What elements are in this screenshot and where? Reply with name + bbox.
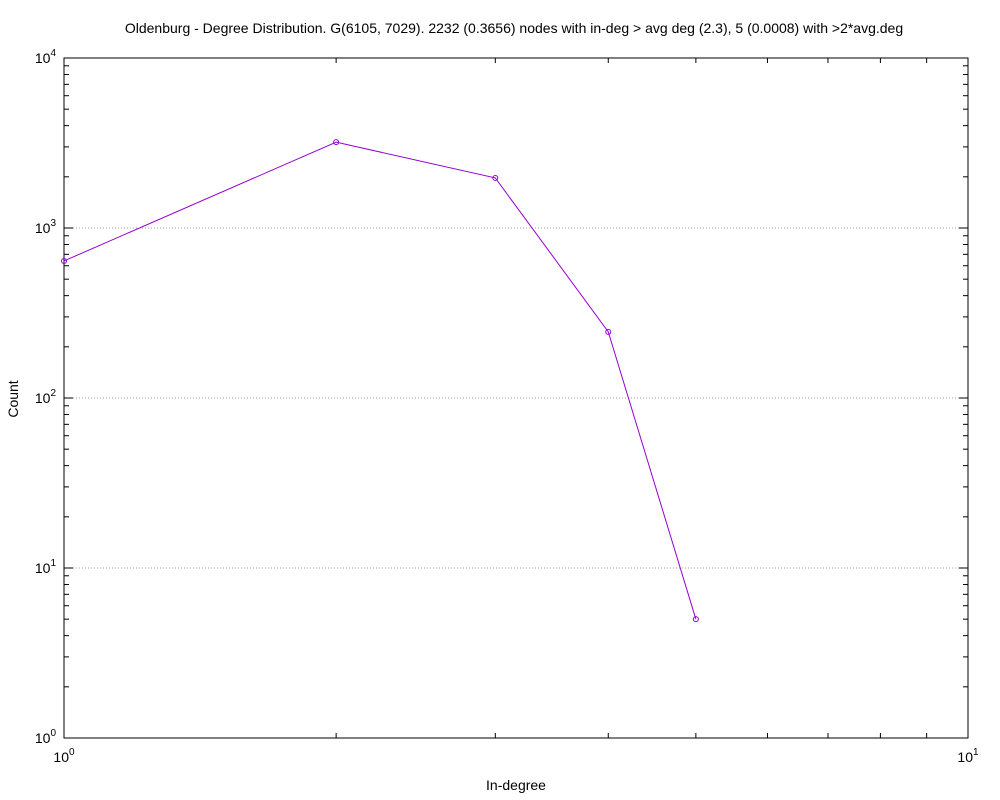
y-tick-exponent: 3 [50,218,56,229]
y-tick-exponent: 2 [50,388,56,399]
data-point [492,174,499,181]
series-line [63,141,697,620]
y-tick-label: 103 [35,218,57,236]
x-tick-base: 10 [53,749,69,765]
grid-lines [64,227,968,569]
x-axis-label: In-degree [486,777,546,793]
y-tick-base: 10 [35,390,51,406]
y-tick-base: 10 [35,50,51,66]
data-point [605,328,612,335]
y-tick-exponent: 1 [50,558,56,569]
chart-title: Oldenburg - Degree Distribution. G(6105,… [125,20,903,36]
y-tick-exponent: 0 [50,728,56,739]
y-tick-base: 10 [35,560,51,576]
y-tick-label: 104 [35,48,57,66]
data-point [692,616,699,623]
x-tick-base: 10 [957,749,973,765]
x-tick-label: 100 [53,747,75,765]
y-tick-base: 10 [35,220,51,236]
x-tick-label: 101 [957,747,979,765]
data-point [333,139,340,146]
y-tick-exponent: 4 [50,48,56,59]
x-tick-exponent: 0 [69,747,75,758]
data-series [61,139,699,623]
x-tick-exponent: 1 [973,747,979,758]
y-axis-label: Count [5,380,21,417]
data-point [61,257,67,264]
y-tick-label: 100 [35,728,57,746]
y-tick-base: 10 [35,730,51,746]
y-tick-label: 102 [35,388,57,406]
plot-frame [63,57,969,739]
y-tick-label: 101 [35,558,57,576]
